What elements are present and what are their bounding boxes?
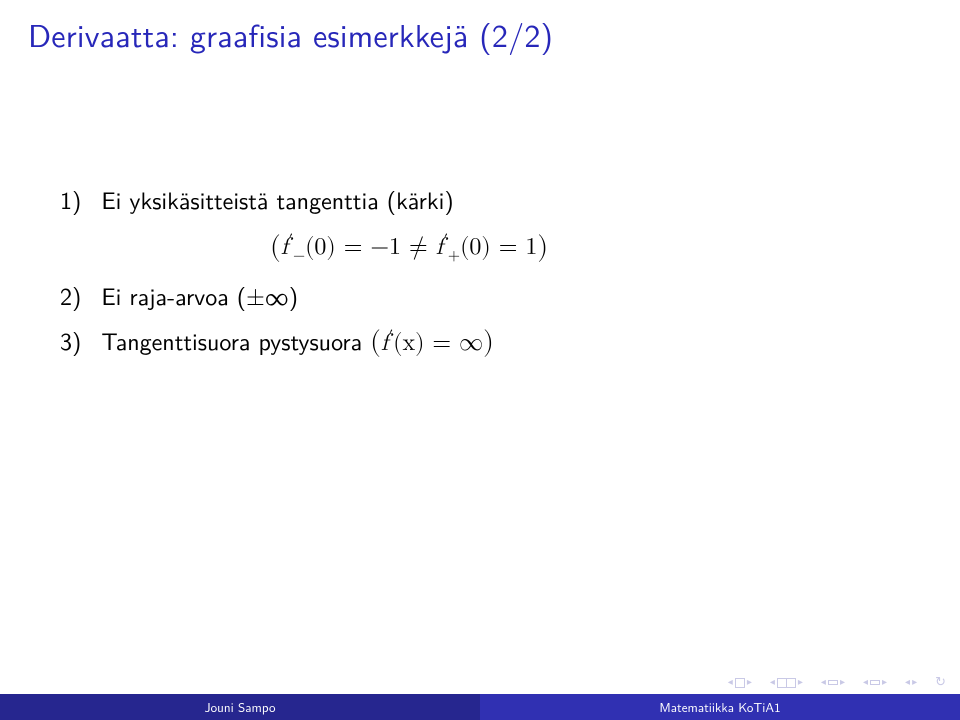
math-subplus: + [448,248,460,264]
nav-slide-prev-icon[interactable]: ◂ [728,677,733,688]
item-1-text: Ei yksikäsitteistä tangenttia (kärki) [101,182,453,217]
item-3-rparen: ) [483,329,494,356]
nav-section-next-icon[interactable]: ▸ [840,677,845,688]
item-3-arg: (x) = ∞ [393,331,483,355]
nav-section-group[interactable]: ◂ ▸ [821,677,845,688]
math-subminus: − [293,248,305,264]
nav-section-prev-icon[interactable]: ◂ [821,677,826,688]
item-1: 1) Ei yksikäsitteistä tangenttia (kärki) [60,182,900,217]
item-1-num: 1) [60,182,81,217]
item-3-text: Tangenttisuora pystysuora [101,323,370,358]
slide-body: 1) Ei yksikäsitteistä tangenttia (kärki)… [60,182,900,369]
nav-slide-next-icon[interactable]: ▸ [747,677,752,688]
math-prime2: ′ [443,233,448,249]
nav-back-forward[interactable]: ◂ ▸ [905,677,917,688]
math-f2: f [436,235,443,259]
nav-frame-prev-icon[interactable]: ◂ [770,677,775,688]
nav-back-icon[interactable]: ◂ [905,677,910,688]
math-space [428,227,436,262]
nav-doc-prev-icon[interactable]: ◂ [863,677,868,688]
beamer-nav-symbols: ◂ ▸ ◂ ▸ ◂ ▸ ◂ ▸ ◂ ▸ ↻ [728,675,946,690]
nav-slide-group[interactable]: ◂ ▸ [728,677,752,688]
math-arg0a: (0) = −1 [305,235,409,259]
nav-frame-next-icon[interactable]: ▸ [798,677,803,688]
math-lparen: ( [270,234,281,261]
footer-author: Jouni Sampo [0,694,480,720]
slide-title: Derivaatta: graafisia esimerkkejä (2/2) [28,10,553,57]
item-3: 3) Tangenttisuora pystysuora (f′(x) = ∞) [60,323,900,359]
item-3-num: 3) [60,323,81,358]
nav-section-icon[interactable] [828,680,838,685]
nav-doc-icon[interactable] [870,680,880,685]
item-3-lparen: ( [370,329,381,356]
nav-forward-icon[interactable]: ▸ [912,677,917,688]
math-arg0b: (0) = 1 [460,235,537,259]
math-f1: f [281,235,288,259]
nav-refresh-icon[interactable]: ↻ [935,675,946,690]
footer-course: Matematiikka KoTiA1 [480,694,960,720]
nav-slide-icon[interactable] [735,678,745,688]
nav-doc-group[interactable]: ◂ ▸ [863,677,887,688]
nav-doc-next-icon[interactable]: ▸ [882,677,887,688]
math-neq: ≠ [409,235,428,259]
item-2: 2) Ei raja-arvoa (±∞) [60,278,900,313]
item-1-math: (f′−(0) = −1 ≠ f′+(0) = 1) [270,227,900,266]
item-2-num: 2) [60,278,81,313]
nav-frame-icon[interactable] [777,678,796,688]
math-rparen: ) [537,234,548,261]
nav-frame-group[interactable]: ◂ ▸ [770,677,803,688]
footer-bar: Jouni Sampo Matematiikka KoTiA1 [0,694,960,720]
math-prime1: ′ [288,233,293,249]
item-2-text: Ei raja-arvoa (±∞) [101,278,298,313]
